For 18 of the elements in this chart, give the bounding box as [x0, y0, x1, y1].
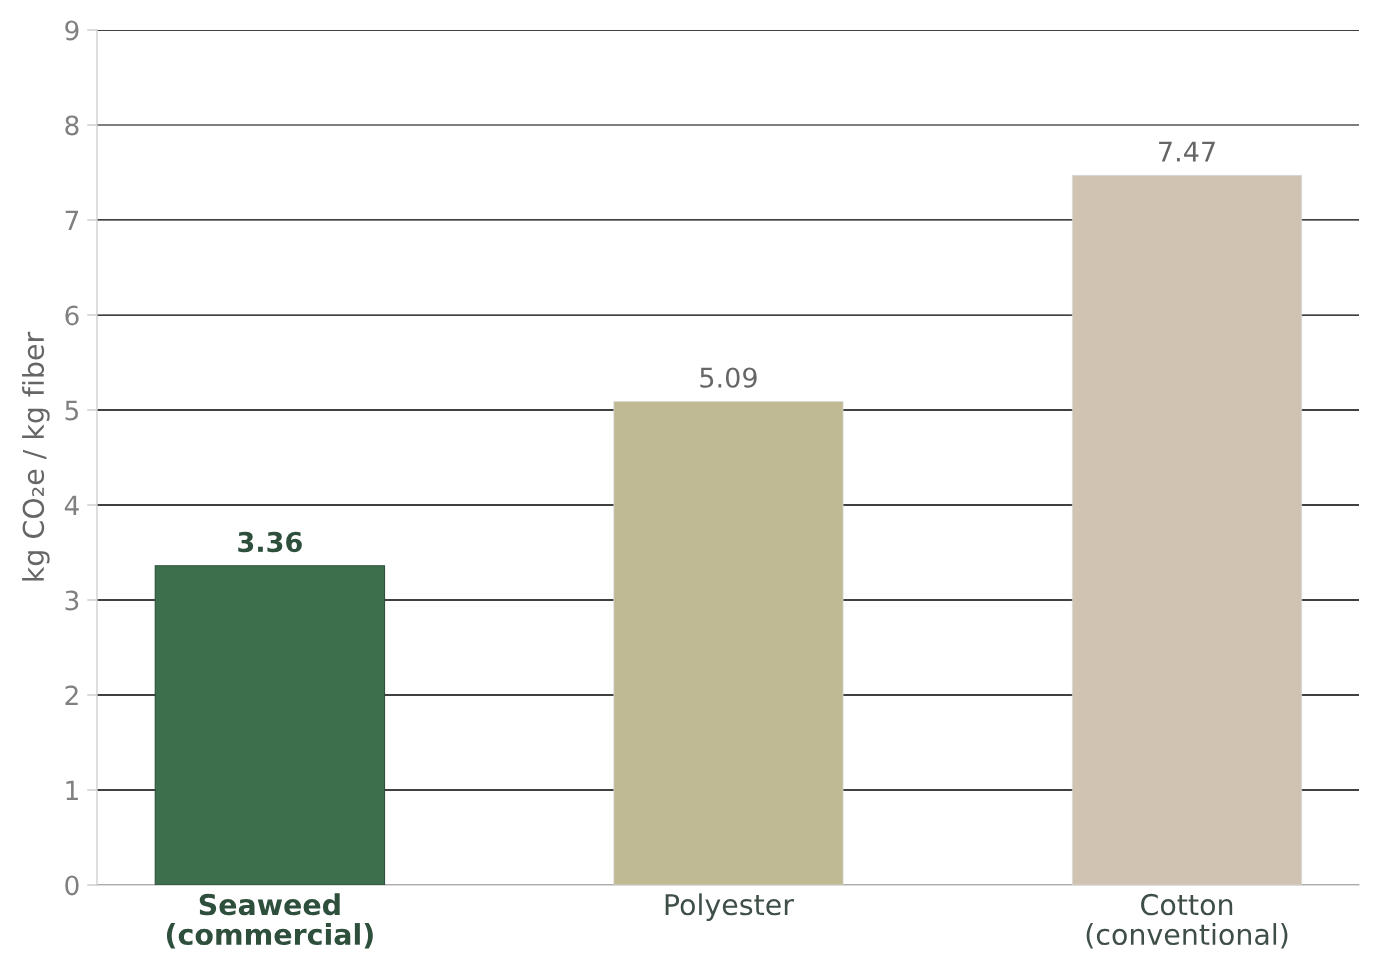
y-axis-title: kg CO₂e / kg fiber	[22, 331, 50, 581]
y-tick-label: 7	[65, 210, 79, 231]
data-label: 7.47	[1159, 141, 1215, 162]
y-tick-label: 9	[65, 20, 79, 41]
x-tick-label: Polyester	[665, 893, 794, 921]
y-tick-label: 2	[65, 685, 78, 706]
y-tick-label: 3	[65, 590, 79, 611]
y-tick-label: 5	[65, 400, 79, 421]
y-tick-label: 4	[64, 495, 79, 516]
bar	[154, 565, 386, 885]
y-tick-label: 1	[66, 780, 78, 801]
data-label: 3.36	[238, 531, 302, 553]
x-tick-label: Cotton (conventional)	[1086, 893, 1288, 949]
data-label: 5.09	[700, 367, 757, 388]
y-tick-label: 8	[65, 115, 79, 136]
y-tick-label: 6	[65, 305, 79, 326]
y-tick-label: 0	[65, 875, 79, 896]
x-tick-label: Seaweed (commercial)	[166, 893, 373, 949]
